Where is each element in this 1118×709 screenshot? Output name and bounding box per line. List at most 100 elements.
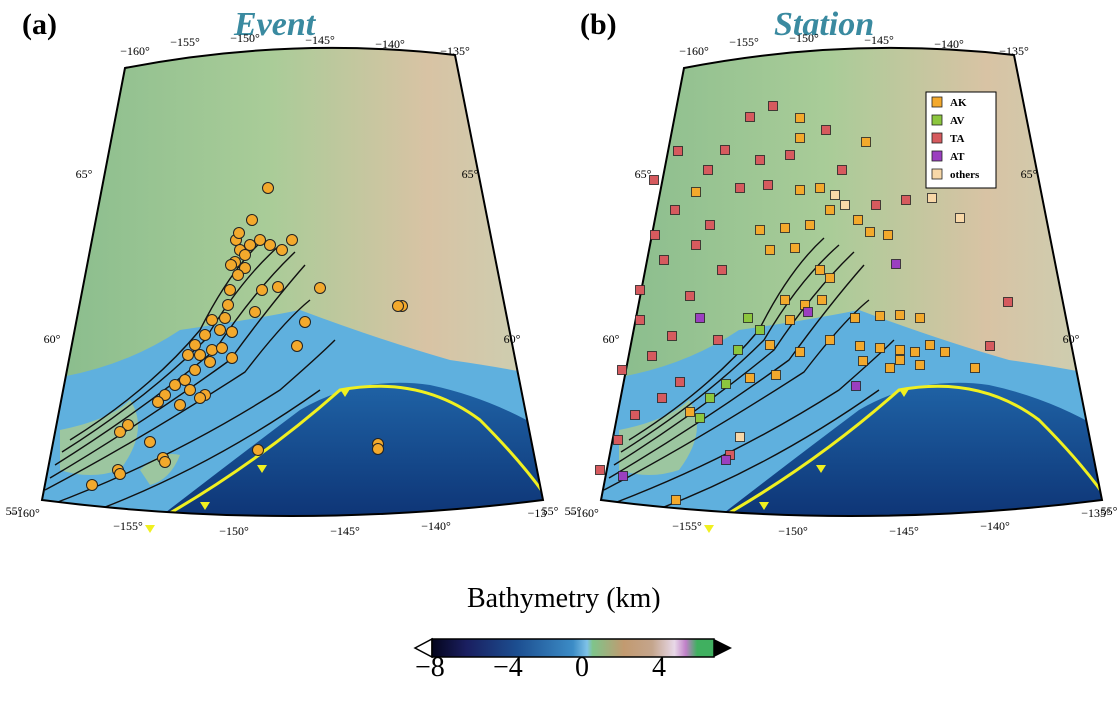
station-marker <box>861 137 871 147</box>
station-marker <box>695 313 705 323</box>
station-marker <box>691 240 701 250</box>
station-marker <box>885 363 895 373</box>
station-marker <box>970 363 980 373</box>
event-marker <box>224 284 236 296</box>
colorbar-tick-label: 0 <box>575 652 589 683</box>
trench-tooth-marker <box>200 502 210 510</box>
station-marker <box>895 345 905 355</box>
station-marker <box>850 313 860 323</box>
trench-line <box>139 384 543 516</box>
station-marker <box>785 315 795 325</box>
station-marker <box>617 365 627 375</box>
event-marker <box>219 312 231 324</box>
longitude-tick-label: −145° <box>864 33 894 47</box>
event-marker <box>204 356 216 368</box>
station-marker <box>895 355 905 365</box>
event-marker <box>182 349 194 361</box>
event-marker <box>184 384 196 396</box>
station-marker <box>685 291 695 301</box>
longitude-tick-label: −155° <box>113 519 143 533</box>
station-marker <box>673 146 683 156</box>
station-marker <box>830 190 840 200</box>
event-marker <box>199 329 211 341</box>
event-markers <box>86 182 408 491</box>
panel-a-title: Event <box>234 6 316 43</box>
station-marker <box>940 347 950 357</box>
station-marker <box>745 112 755 122</box>
station-marker <box>735 183 745 193</box>
bathymetry-colorbar <box>413 637 732 659</box>
station-marker <box>915 360 925 370</box>
station-marker <box>875 311 885 321</box>
station-marker <box>618 471 628 481</box>
station-marker <box>685 407 695 417</box>
longitude-tick-label: −160° <box>679 44 709 58</box>
event-marker <box>206 314 218 326</box>
legend-label: AV <box>950 115 965 127</box>
event-marker <box>262 182 274 194</box>
event-marker <box>216 342 228 354</box>
longitude-tick-label: −150° <box>778 524 808 538</box>
slab-contours <box>603 237 895 516</box>
latitude-tick-label: 65° <box>1021 167 1038 181</box>
station-marker <box>955 213 965 223</box>
station-marker <box>595 465 605 475</box>
station-marker <box>795 113 805 123</box>
station-marker <box>910 347 920 357</box>
station-marker <box>858 356 868 366</box>
event-marker <box>276 244 288 256</box>
kodiak-island <box>60 400 138 475</box>
event-marker <box>226 326 238 338</box>
station-marker <box>675 377 685 387</box>
station-marker <box>795 185 805 195</box>
event-marker <box>244 239 256 251</box>
longitude-tick-label: −150° <box>789 31 819 45</box>
longitude-tick-label: −140° <box>934 37 964 51</box>
event-marker <box>174 399 186 411</box>
event-marker <box>232 269 244 281</box>
station-marker <box>630 410 640 420</box>
event-marker <box>392 300 404 312</box>
longitude-tick-label: −13 <box>528 506 547 520</box>
station-marker <box>705 220 715 230</box>
longitude-tick-label: −135° <box>1081 506 1111 520</box>
station-marker <box>853 215 863 225</box>
station-marker <box>691 187 701 197</box>
colorbar-tick-label: −4 <box>493 652 523 683</box>
legend-label: others <box>950 169 980 181</box>
longitude-tick-label: −135° <box>999 44 1029 58</box>
event-marker <box>189 364 201 376</box>
event-marker <box>225 259 237 271</box>
trench-tooth-marker <box>899 389 909 397</box>
station-marker <box>763 180 773 190</box>
station-marker <box>695 413 705 423</box>
event-marker <box>194 392 206 404</box>
trench-tooth-marker <box>816 465 826 473</box>
station-marker <box>815 183 825 193</box>
station-marker <box>837 165 847 175</box>
colorbar-tick-label: −8 <box>415 652 445 683</box>
station-marker <box>901 195 911 205</box>
latitude-tick-label: 65° <box>635 167 652 181</box>
station-marker <box>755 155 765 165</box>
event-marker <box>159 456 171 468</box>
longitude-tick-label: −135° <box>440 44 470 58</box>
station-marker <box>733 345 743 355</box>
latitude-tick-label: 65° <box>76 167 93 181</box>
station-marker <box>650 230 660 240</box>
station-marker <box>703 165 713 175</box>
latitude-tick-label: 60° <box>44 332 61 346</box>
event-marker <box>254 234 266 246</box>
ocean-deep <box>689 382 1102 516</box>
trench-tooth-marker <box>145 525 155 533</box>
trench-tooth-marker <box>340 389 350 397</box>
station-marker <box>891 259 901 269</box>
event-marker <box>179 374 191 386</box>
station-marker <box>765 245 775 255</box>
event-marker <box>222 299 234 311</box>
trench-line <box>698 384 1102 516</box>
event-marker <box>264 239 276 251</box>
legend-label: TA <box>950 133 965 145</box>
latitude-tick-label: 55° <box>6 504 23 518</box>
trench-tooth-marker <box>704 525 714 533</box>
